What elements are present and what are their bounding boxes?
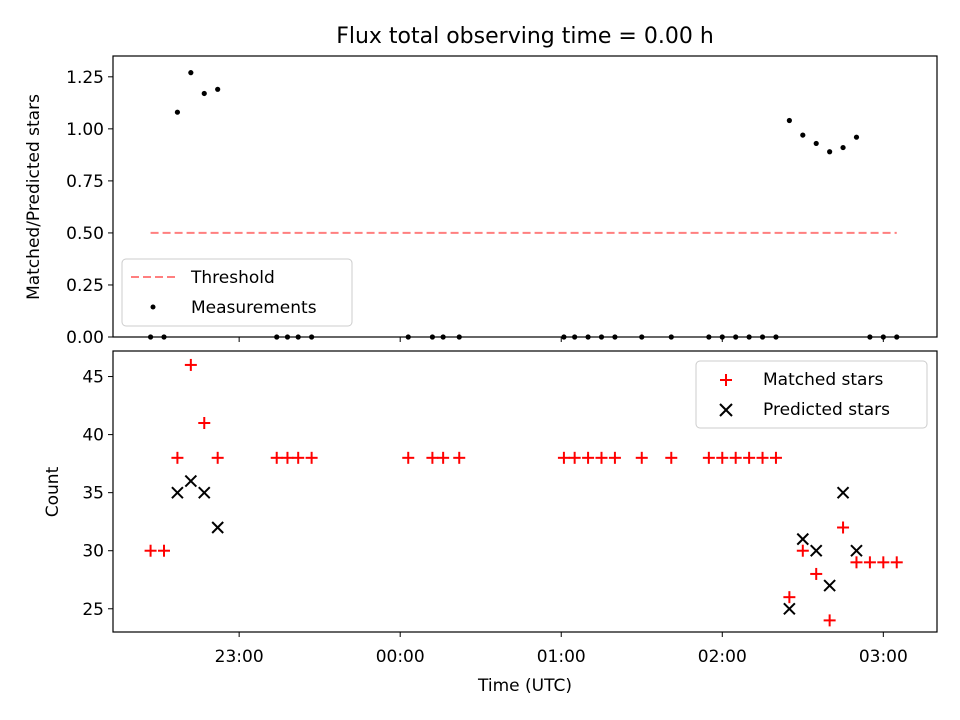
threshold-legend-label: Threshold [190, 268, 275, 288]
top-ytick-group: 0.00 0.25 0.50 0.75 1.00 1.25 [66, 68, 113, 348]
bottom-xtick-label: 01:00 [537, 647, 586, 667]
matched-star-point [171, 451, 184, 464]
predicted-star-point [198, 486, 211, 499]
measurement-point [174, 109, 181, 115]
measurement-point [800, 132, 806, 138]
predicted-star-point [783, 602, 796, 615]
bottom-xlabel: Time (UTC) [477, 676, 572, 696]
matched-star-point [402, 451, 415, 464]
predicted-star-point [836, 486, 850, 499]
matched-star-point [729, 451, 742, 464]
top-ytick-label: 1.25 [66, 68, 104, 88]
matched-star-point [437, 451, 450, 464]
predicted-star-point [810, 544, 823, 557]
matched-star-point [810, 567, 823, 580]
measurement-point [840, 144, 846, 151]
matched-star-point [292, 451, 305, 464]
bottom-xtick-group: 23:00 00:00 01:00 02:00 03:00 [215, 632, 908, 667]
measurement-point [188, 70, 194, 76]
bottom-ytick-label: 30 [82, 542, 104, 562]
measurements-legend-label: Measurements [191, 298, 317, 318]
predicted-legend-swatch [719, 403, 733, 417]
matched-star-point [595, 451, 608, 464]
top-panel: Flux total observing time = 0.00 h 0.000… [24, 24, 938, 348]
matched-star-point [157, 544, 170, 557]
bottom-axes-frame [112, 350, 938, 633]
bottom-panel: 25 30 35 40 45 23:00 00:00 01:00 02:00 03:00 Cou… [43, 350, 938, 696]
predicted-star-point [796, 532, 810, 546]
top-ytick-label: 1.00 [66, 120, 104, 140]
top-ytick-label: 0.25 [66, 276, 104, 296]
matched-star-point [281, 451, 294, 464]
matched-legend-label: Matched stars [763, 370, 883, 390]
bottom-ytick-label: 35 [82, 484, 104, 504]
bottom-legend: Matched stars Predicted stars [695, 360, 928, 429]
top-ytick-label: 0.00 [66, 328, 104, 348]
measurements-legend-swatch [150, 304, 156, 310]
predicted-star-point [184, 474, 198, 488]
matched-star-point [184, 358, 197, 371]
matched-star-point [635, 451, 648, 464]
matched-star-point [743, 451, 756, 464]
matched-star-point [557, 451, 570, 464]
bottom-plot-area [144, 358, 903, 627]
top-xtick-group [238, 337, 884, 342]
top-ylabel: Matched/Predicted stars [24, 94, 44, 300]
matched-legend-swatch [720, 374, 732, 386]
matched-star-point [211, 451, 224, 464]
matched-star-point [863, 556, 876, 569]
matched-star-point [144, 544, 157, 557]
matched-star-point [716, 451, 729, 464]
top-legend: Threshold Measurements [121, 258, 353, 327]
measurement-point [827, 149, 833, 155]
matched-star-point [665, 451, 678, 464]
bottom-ytick-label: 45 [82, 368, 104, 388]
bottom-xtick-label: 03:00 [859, 647, 908, 667]
matched-star-point [823, 614, 836, 627]
measurement-point [201, 90, 207, 97]
matched-star-point [850, 556, 863, 569]
matched-star-point [702, 451, 715, 464]
matched-star-point [582, 451, 595, 464]
top-title: Flux total observing time = 0.00 h [336, 24, 714, 49]
top-ytick-label: 0.75 [66, 172, 104, 192]
matched-star-point [198, 416, 211, 429]
matched-star-point [608, 451, 621, 464]
measurement-point [853, 134, 860, 140]
matched-star-point [756, 451, 769, 464]
matched-star-point [877, 556, 890, 569]
bottom-ytick-group: 25 30 35 40 45 [82, 368, 113, 620]
top-legend-box [121, 258, 353, 327]
matched-star-point [769, 451, 782, 464]
bottom-ytick-label: 25 [82, 600, 104, 620]
bottom-ytick-label: 40 [82, 426, 104, 446]
matched-star-point [305, 451, 318, 464]
matched-star-point [890, 556, 903, 569]
predicted-star-point [823, 579, 836, 592]
predicted-legend-label: Predicted stars [763, 400, 890, 420]
top-ytick-label: 0.50 [66, 224, 104, 244]
matched-star-point [453, 451, 466, 464]
predicted-star-point [171, 486, 184, 499]
bottom-xtick-label: 02:00 [698, 647, 747, 667]
matched-star-point [568, 451, 581, 464]
matched-star-point [270, 451, 283, 464]
matched-star-point [783, 591, 796, 604]
predicted-star-point [850, 544, 863, 557]
measurement-point [813, 140, 819, 147]
measurement-point [786, 117, 792, 124]
measurement-point [215, 86, 221, 92]
matched-star-point [837, 521, 850, 534]
matched-star-point [426, 451, 439, 464]
top-axes-frame [112, 55, 938, 338]
bottom-xtick-label: 00:00 [376, 647, 425, 667]
predicted-star-point [211, 521, 224, 534]
bottom-legend-box [695, 360, 928, 429]
bottom-xtick-label: 23:00 [215, 647, 264, 667]
matched-star-point [796, 544, 809, 557]
bottom-ylabel: Count [43, 466, 63, 517]
